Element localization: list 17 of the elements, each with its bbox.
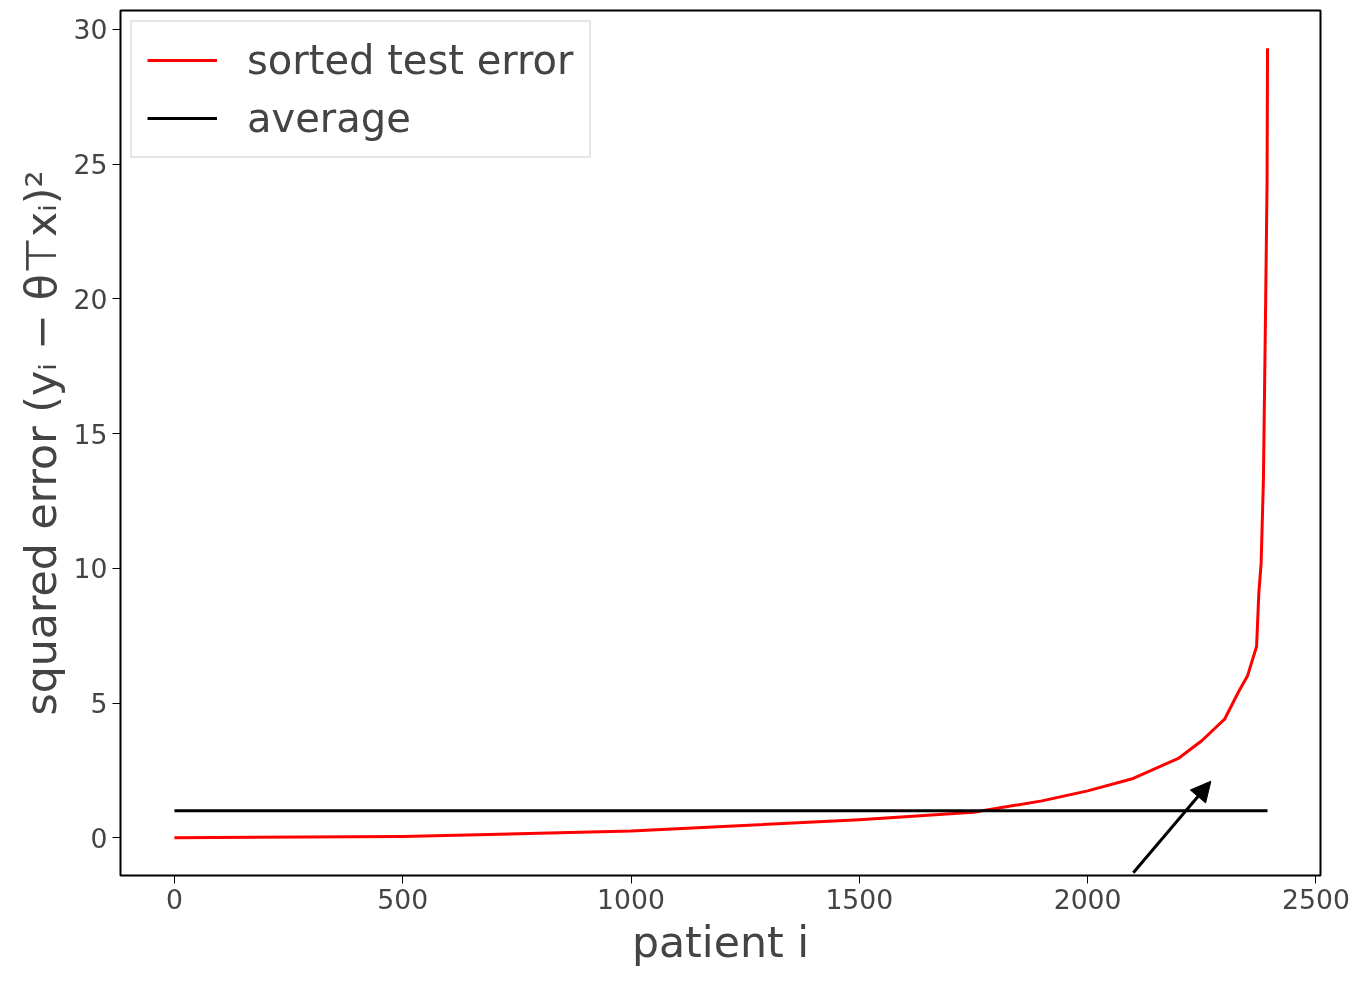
x-tick-label: 500	[377, 883, 429, 915]
x-tick-label: 1000	[597, 883, 665, 915]
legend-label: sorted test error	[247, 37, 574, 83]
y-tick-label: 5	[90, 688, 108, 720]
x-tick-label: 2500	[1282, 883, 1350, 915]
legend-label: average	[247, 95, 411, 141]
y-tick-label: 25	[73, 149, 108, 181]
x-tick-label: 1500	[825, 883, 894, 915]
y-tick-label: 0	[90, 822, 108, 854]
y-tick-label: 30	[73, 14, 108, 46]
x-tick-label: 0	[165, 883, 183, 915]
x-tick-label: 2000	[1053, 883, 1122, 915]
y-tick-label: 10	[73, 553, 108, 585]
y-tick-label: 15	[73, 418, 108, 450]
y-axis-title: squared error (yᵢ − θ⊤xᵢ)²	[15, 170, 66, 716]
x-axis-title: patient i	[631, 916, 810, 967]
y-tick-label: 20	[73, 283, 108, 315]
